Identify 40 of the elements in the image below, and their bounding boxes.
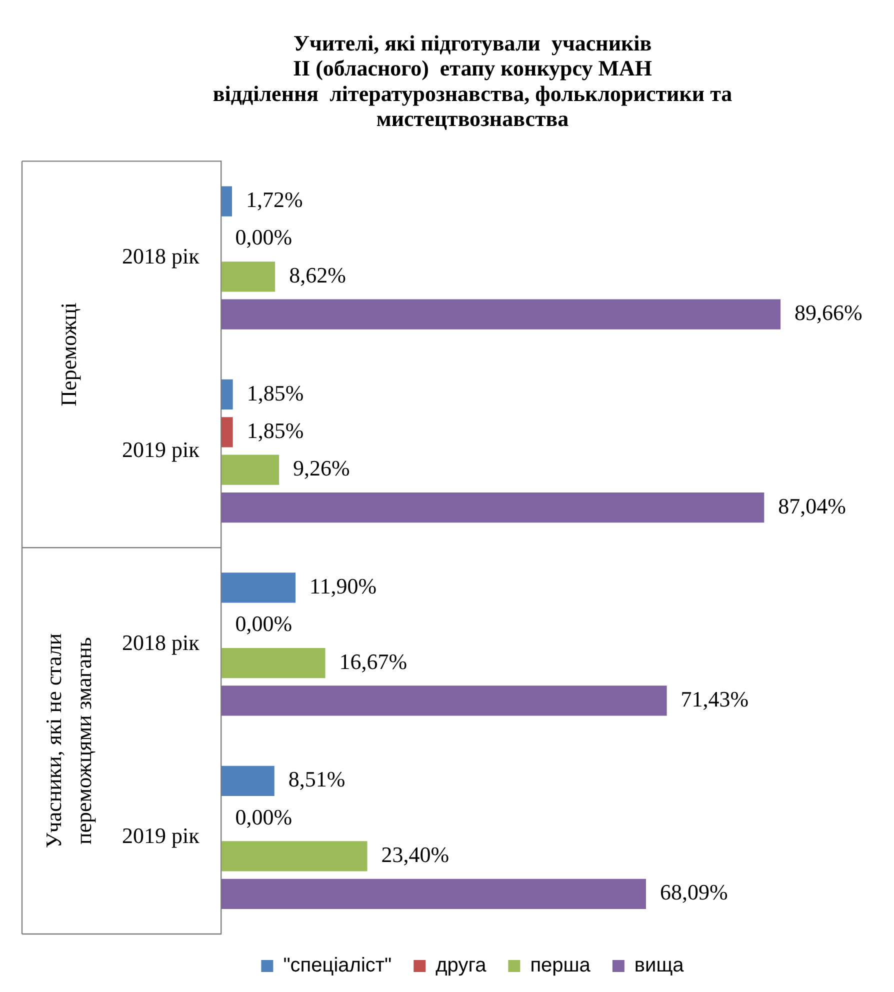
legend-label: перша bbox=[530, 954, 592, 977]
data-label: 8,62% bbox=[289, 262, 346, 288]
bar bbox=[221, 454, 280, 485]
data-label: 11,90% bbox=[310, 573, 377, 598]
y-tick-label: 2019 рік bbox=[122, 823, 200, 848]
bar bbox=[221, 492, 764, 523]
data-label: 23,40% bbox=[381, 842, 450, 868]
y-tick-label: 2018 рік bbox=[122, 244, 200, 269]
data-label: 9,26% bbox=[293, 456, 350, 481]
data-label: 1,85% bbox=[246, 418, 304, 443]
data-label: 8,51% bbox=[288, 766, 346, 792]
text: Переможці bbox=[56, 302, 81, 406]
data-label: 1,72% bbox=[246, 187, 303, 212]
data-label: 71,43% bbox=[680, 686, 749, 712]
bar bbox=[221, 186, 232, 216]
legend-label: друга bbox=[436, 954, 488, 977]
data-label: 68,09% bbox=[660, 880, 728, 905]
text: Учасники, які не стали переможцями змагань bbox=[40, 633, 96, 848]
bar bbox=[221, 572, 296, 603]
chart-title: Учителі, які підготували учасників ІІ (обласного) етапу конкурсу МАН відділення літературознавства, фольклористики та мистецтвознавства bbox=[212, 30, 732, 132]
bar bbox=[221, 766, 274, 796]
data-label: 16,67% bbox=[339, 648, 408, 674]
data-label: 0,00% bbox=[235, 611, 292, 636]
legend-label: "спеціаліст" bbox=[283, 954, 392, 977]
y-tick-label: 2018 рік bbox=[122, 630, 200, 655]
bar bbox=[221, 841, 368, 872]
data-label: 1,85% bbox=[246, 380, 304, 406]
bar bbox=[221, 299, 781, 330]
bar bbox=[221, 417, 233, 448]
bar bbox=[221, 686, 667, 716]
bar bbox=[221, 878, 646, 909]
bar bbox=[221, 648, 326, 678]
bar bbox=[221, 262, 276, 292]
y-tick-label: 2019 рік bbox=[122, 436, 200, 462]
data-label: 0,00% bbox=[235, 804, 292, 830]
data-label: 89,66% bbox=[794, 300, 862, 326]
data-label: 87,04% bbox=[778, 493, 846, 518]
data-label: 0,00% bbox=[235, 224, 292, 250]
legend-label: вища bbox=[634, 954, 685, 977]
bar bbox=[221, 379, 233, 410]
